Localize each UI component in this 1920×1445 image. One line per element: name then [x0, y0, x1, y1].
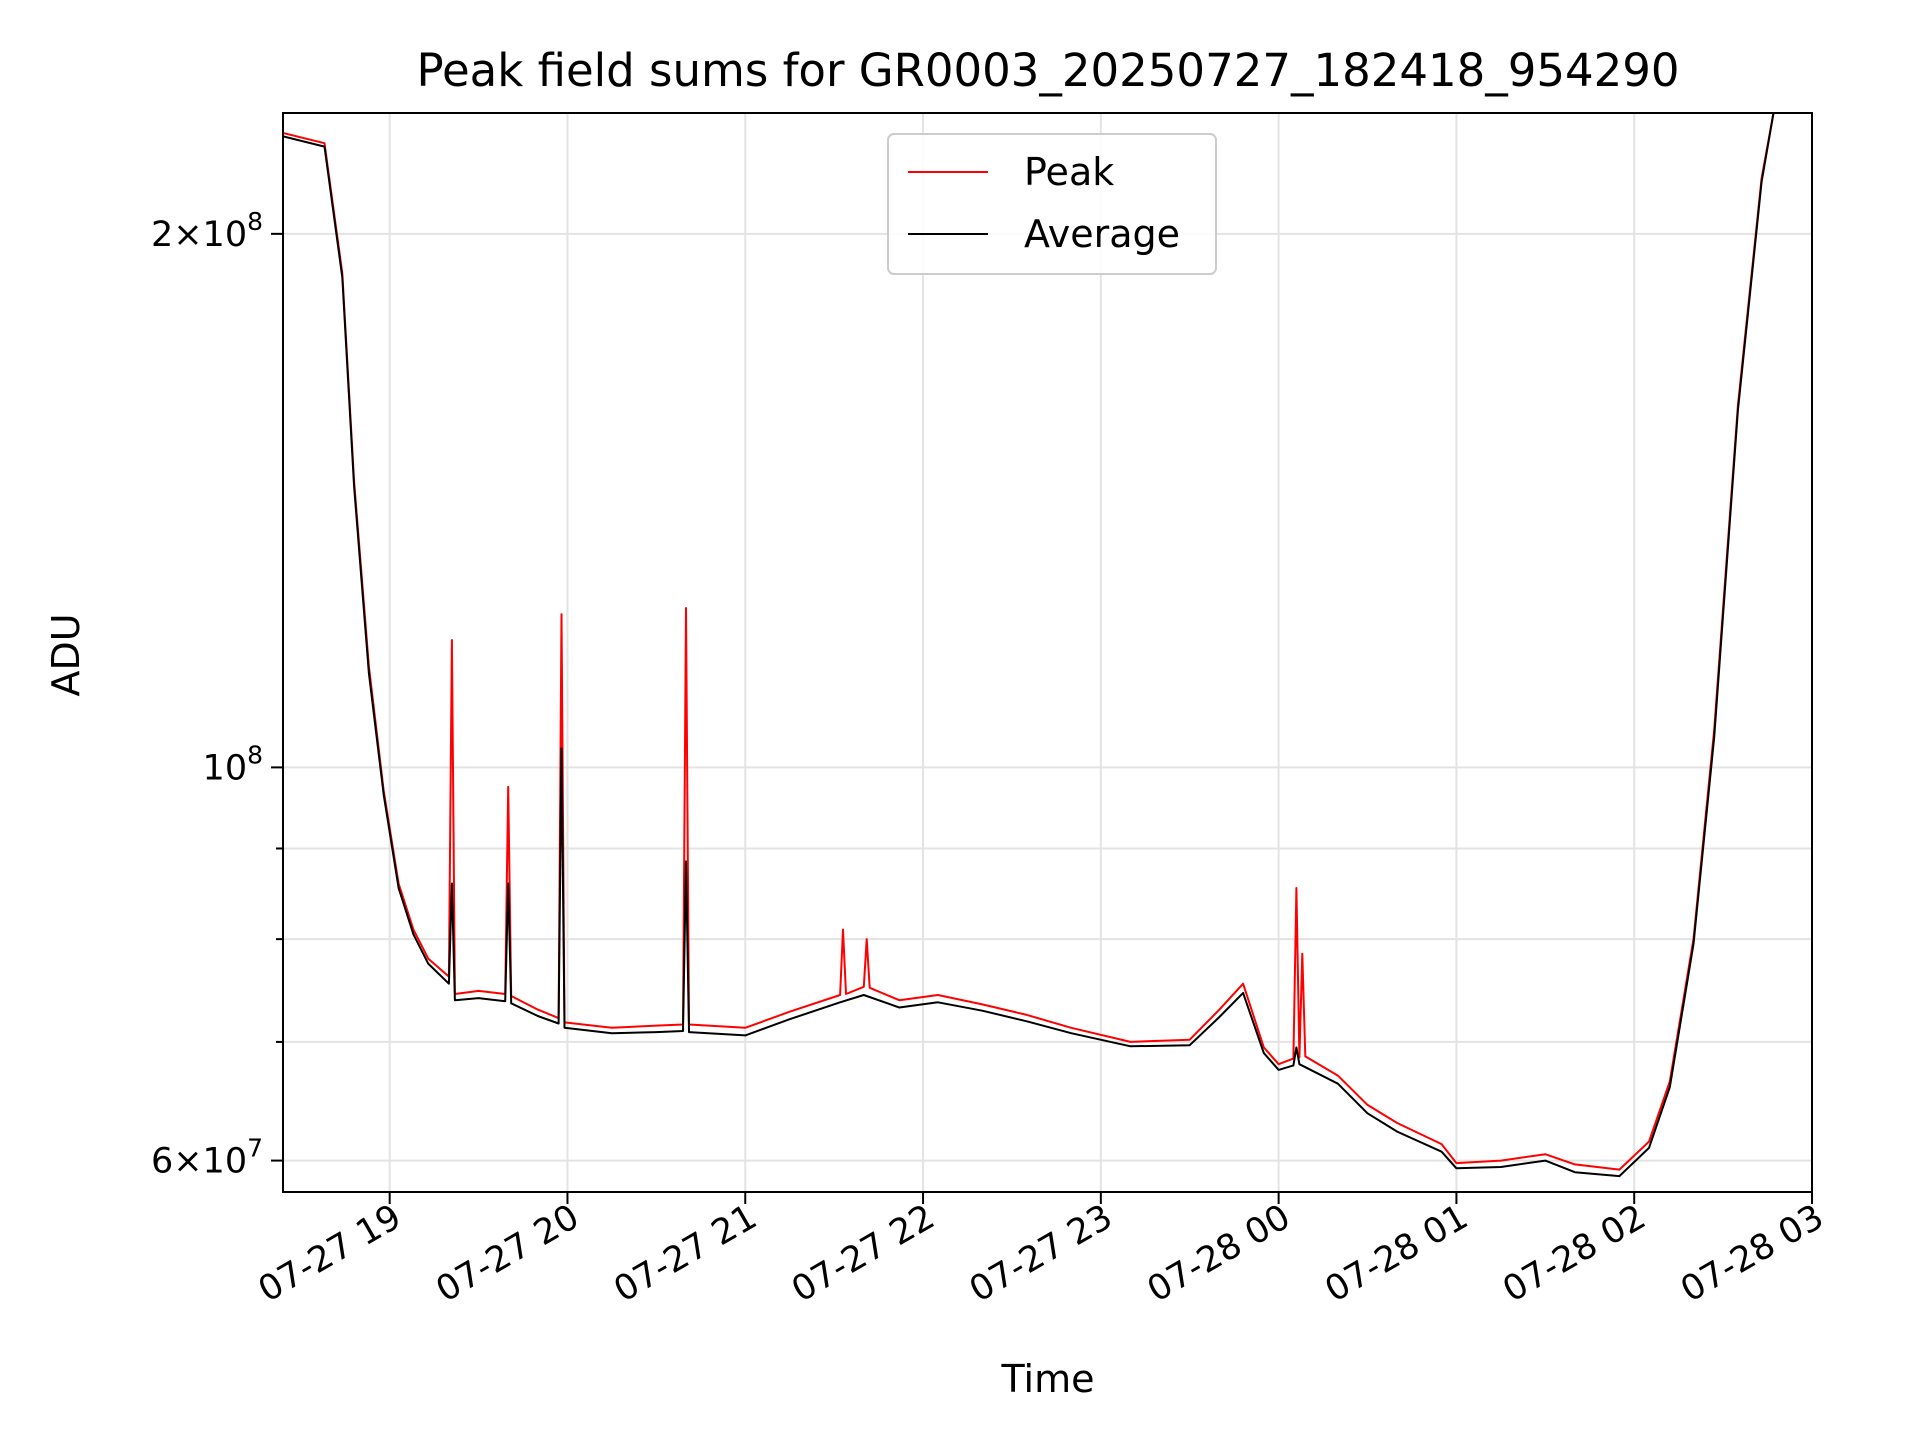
x-tick-label: 07-27 21: [607, 1197, 763, 1310]
x-tick-label: 07-28 03: [1674, 1197, 1830, 1310]
y-tick-label: 6×107: [151, 1134, 263, 1182]
y-tick-base: 10: [203, 748, 248, 788]
tick-labels: 07-27 19 07-27 20 07-27 21 07-27 22 07-27 23…: [151, 207, 1831, 1311]
y-axis-label: ADU: [44, 613, 88, 696]
y-tick-mantissa: 2: [151, 215, 173, 255]
legend-box: [887, 133, 1217, 275]
y-tick-base: 10: [203, 1142, 248, 1182]
y-tick-base: 10: [203, 215, 248, 255]
chart-title: Peak field sums for GR0003_20250727_1824…: [416, 44, 1679, 97]
legend-label-average: Average: [1024, 212, 1180, 256]
x-tick-label: 07-27 20: [430, 1197, 586, 1310]
legend: Peak Average: [887, 133, 1217, 275]
x-tick-label: 07-28 00: [1141, 1197, 1297, 1310]
grid: [283, 113, 1813, 1192]
x-axis-label: Time: [1001, 1357, 1095, 1401]
y-tick-times: ×: [173, 1142, 202, 1182]
series-layer: [283, 113, 1775, 1178]
series-line-peak: [283, 113, 1775, 1171]
x-tick-label: 07-28 01: [1319, 1197, 1475, 1310]
y-tick-label: 108: [203, 740, 263, 788]
y-tick-times: ×: [173, 215, 202, 255]
y-tick-exponent: 8: [247, 740, 263, 769]
y-tick-exponent: 7: [247, 1134, 263, 1163]
y-tick-mantissa: 6: [151, 1142, 173, 1182]
series-line-average: [283, 113, 1775, 1178]
x-tick-label: 07-27 19: [252, 1197, 408, 1310]
x-tick-label: 07-27 22: [785, 1197, 941, 1310]
legend-label-peak: Peak: [1024, 150, 1114, 194]
axes: [271, 112, 1813, 1204]
y-tick-label: 2×108: [151, 207, 263, 255]
x-tick-label: 07-27 23: [963, 1197, 1119, 1310]
x-tick-label: 07-28 02: [1496, 1197, 1652, 1310]
y-tick-exponent: 8: [247, 207, 263, 236]
plot-frame: [282, 112, 1813, 1193]
